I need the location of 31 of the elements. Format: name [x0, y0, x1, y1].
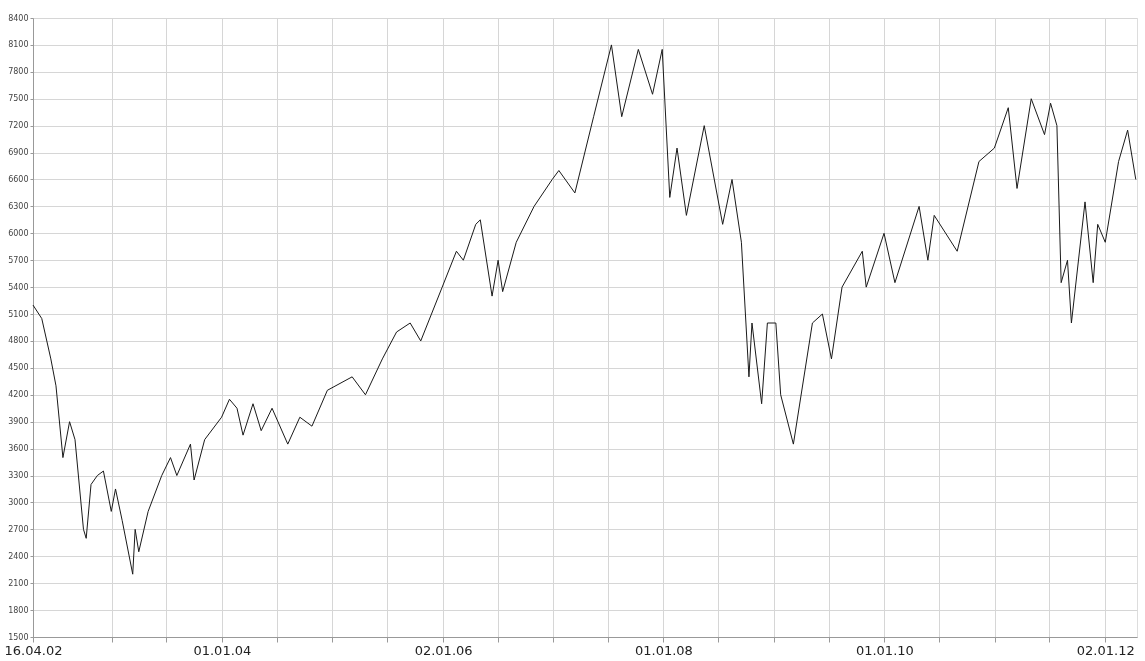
y-tick-label: 3900: [8, 417, 29, 427]
line-series: [32, 44, 1137, 575]
y-tick-label: 7800: [8, 67, 29, 77]
y-tick-label: 6000: [8, 228, 29, 238]
y-tick-label: 3600: [8, 444, 29, 454]
y-tick-label: 1800: [8, 605, 29, 615]
y-tick-label: 5100: [8, 309, 29, 319]
x-tick-label: 01.01.04: [193, 642, 252, 658]
y-tick-label: 5700: [8, 255, 29, 265]
y-tick-label: 4200: [8, 390, 29, 400]
x-tick-label: 01.01.10: [855, 642, 914, 658]
y-tick-label: 1500: [8, 632, 29, 642]
y-tick-label: 6900: [8, 148, 29, 158]
y-tick-label: 2700: [8, 524, 29, 534]
y-tick-label: 6600: [8, 174, 29, 184]
y-tick-label: 6300: [8, 201, 29, 211]
x-tick-label: 01.01.08: [634, 642, 693, 658]
y-tick-label: 8100: [8, 40, 29, 50]
y-tick-label: 7200: [8, 121, 29, 131]
x-tick-label: 02.01.12: [1076, 642, 1135, 658]
y-tick-label: 4500: [8, 363, 29, 373]
y-tick-label: 5400: [8, 282, 29, 292]
y-tick-label: 3000: [8, 497, 29, 507]
y-tick-label: 2400: [8, 551, 29, 561]
y-tick-label: 8400: [8, 13, 29, 23]
x-tick-label: 16.04.02: [4, 642, 63, 658]
y-tick-label: 7500: [8, 94, 29, 104]
x-tick-label: 02.01.06: [414, 642, 473, 658]
y-tick-label: 3300: [8, 471, 29, 481]
y-tick-label: 4800: [8, 336, 29, 346]
y-tick-label: 2100: [8, 578, 29, 588]
